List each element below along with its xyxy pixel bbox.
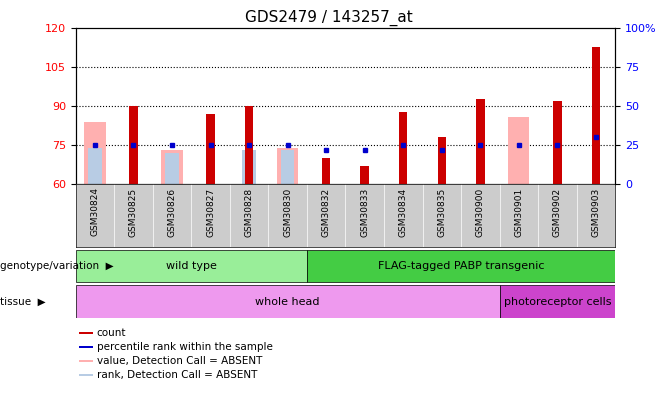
Bar [499, 286, 615, 318]
Text: genotype/variation  ▶: genotype/variation ▶ [0, 261, 114, 271]
Text: GSM30825: GSM30825 [129, 188, 138, 237]
Bar [79, 346, 93, 348]
Text: GSM30901: GSM30901 [515, 188, 523, 237]
Bar [307, 250, 615, 282]
Bar [277, 148, 298, 184]
Text: count: count [97, 328, 126, 338]
Text: GSM30833: GSM30833 [360, 188, 369, 237]
Bar [165, 153, 179, 184]
Text: GSM30900: GSM30900 [476, 188, 485, 237]
Text: whole head: whole head [255, 296, 320, 307]
Text: rank, Detection Call = ABSENT: rank, Detection Call = ABSENT [97, 370, 257, 380]
Bar [207, 114, 215, 184]
Text: GSM30827: GSM30827 [206, 188, 215, 237]
Text: percentile rank within the sample: percentile rank within the sample [97, 342, 272, 352]
Bar [245, 107, 253, 184]
Text: FLAG-tagged PABP transgenic: FLAG-tagged PABP transgenic [378, 261, 544, 271]
Text: GSM30835: GSM30835 [438, 188, 446, 237]
Bar [242, 151, 256, 184]
Bar [399, 111, 407, 184]
Bar [79, 332, 93, 334]
Text: GSM30826: GSM30826 [168, 188, 176, 237]
Text: photoreceptor cells: photoreceptor cells [503, 296, 611, 307]
Text: GSM30834: GSM30834 [399, 188, 408, 237]
Bar [592, 47, 600, 184]
Bar [322, 158, 330, 184]
Bar [438, 137, 446, 184]
Bar [76, 250, 307, 282]
Text: GSM30824: GSM30824 [90, 188, 99, 237]
Text: GSM30903: GSM30903 [592, 188, 601, 237]
Text: GSM30828: GSM30828 [245, 188, 253, 237]
Bar [361, 166, 369, 184]
Bar [88, 148, 102, 184]
Bar [161, 151, 183, 184]
Text: GSM30832: GSM30832 [322, 188, 331, 237]
Bar [476, 98, 484, 184]
Bar [79, 374, 93, 377]
Bar [508, 117, 530, 184]
Bar [553, 101, 562, 184]
Bar [281, 151, 294, 184]
Text: wild type: wild type [166, 261, 216, 271]
Bar [84, 122, 105, 184]
Text: GDS2479 / 143257_at: GDS2479 / 143257_at [245, 10, 413, 26]
Bar [129, 107, 138, 184]
Bar [79, 360, 93, 362]
Text: tissue  ▶: tissue ▶ [0, 296, 45, 307]
Text: GSM30902: GSM30902 [553, 188, 562, 237]
Text: GSM30830: GSM30830 [283, 188, 292, 237]
Text: value, Detection Call = ABSENT: value, Detection Call = ABSENT [97, 356, 262, 366]
Bar [76, 286, 499, 318]
